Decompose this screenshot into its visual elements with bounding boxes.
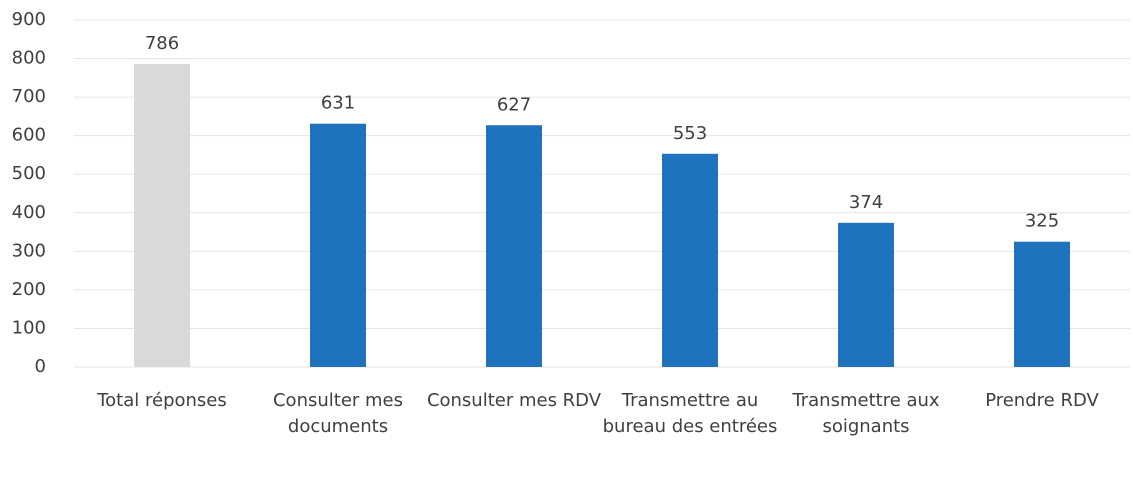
x-tick-label: Total réponses xyxy=(97,390,227,411)
x-tick-label: Transmettre aux soignants xyxy=(792,390,940,437)
x-tick-label: Consulter mes documents xyxy=(272,390,404,437)
y-tick-label: 900 xyxy=(12,9,46,30)
y-tick-label: 400 xyxy=(12,202,46,223)
x-tick-label: Prendre RDV xyxy=(985,390,1099,411)
data-label: 553 xyxy=(673,123,707,144)
y-tick-label: 600 xyxy=(12,125,46,146)
bar xyxy=(134,63,190,367)
bar xyxy=(662,153,718,367)
bar xyxy=(310,123,366,367)
data-label: 325 xyxy=(1025,211,1059,232)
bar xyxy=(838,222,894,367)
x-tick-label-box: Consulter mes RDV xyxy=(426,390,602,411)
y-tick-label: 700 xyxy=(12,86,46,107)
y-tick-label: 500 xyxy=(12,163,46,184)
y-tick-label: 100 xyxy=(12,317,46,338)
data-label: 627 xyxy=(497,94,531,115)
x-tick-label-box: Total réponses xyxy=(97,390,227,411)
x-tick-label-box: Consulter mes documents xyxy=(272,390,404,437)
bar xyxy=(1014,241,1070,367)
x-tick-label-box: Transmettre aux soignants xyxy=(792,390,940,437)
y-tick-label: 300 xyxy=(12,240,46,261)
data-label: 631 xyxy=(321,93,355,114)
x-tick-label: Transmettre au bureau des entrées xyxy=(602,390,778,437)
x-tick-label: Consulter mes RDV xyxy=(426,390,602,411)
data-label: 374 xyxy=(849,192,883,213)
data-label: 786 xyxy=(145,33,179,54)
bar xyxy=(486,125,542,367)
y-tick-label: 800 xyxy=(12,48,46,69)
x-tick-label-box: Transmettre au bureau des entrées xyxy=(602,390,778,437)
x-tick-label-box: Prendre RDV xyxy=(985,390,1099,411)
y-tick-label: 200 xyxy=(12,279,46,300)
y-tick-label: 0 xyxy=(35,356,46,377)
